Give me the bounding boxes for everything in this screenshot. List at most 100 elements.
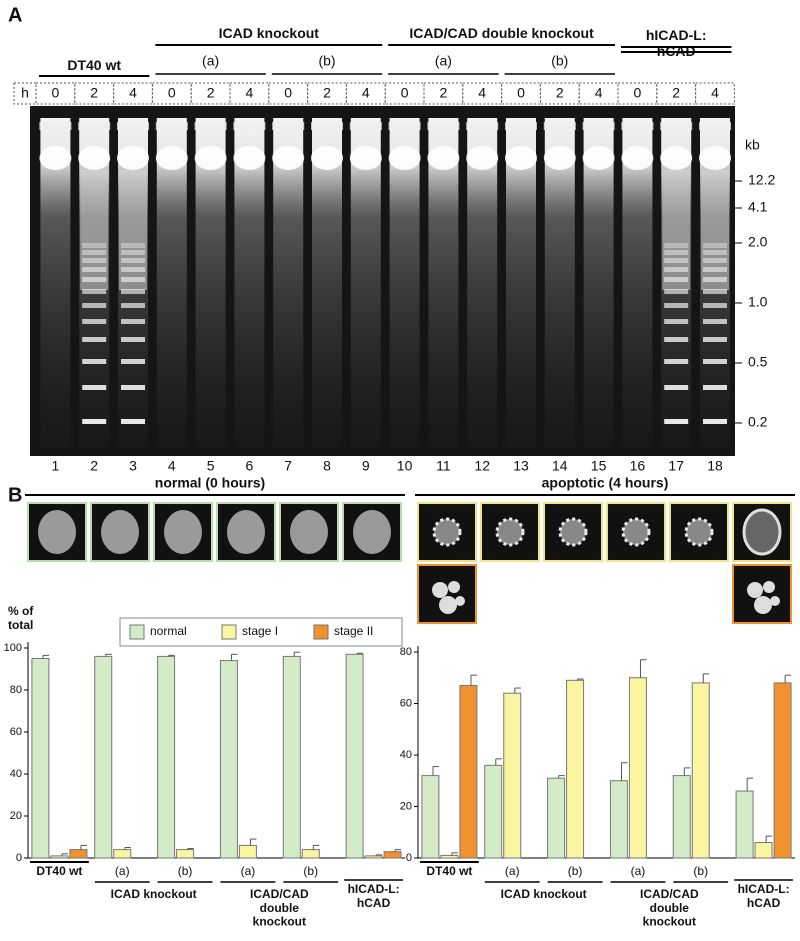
- group-label: ICAD knockout: [501, 887, 587, 901]
- well: [582, 122, 615, 130]
- ladder-band: [121, 289, 145, 294]
- bar: [566, 679, 585, 859]
- apoptotic-body: [432, 582, 448, 598]
- ladder-band: [82, 258, 107, 263]
- group-label: ICAD knockout: [219, 25, 320, 41]
- y-tick-label: 100: [4, 642, 22, 654]
- bar: [459, 684, 478, 859]
- x-tick-label: (a): [505, 864, 520, 878]
- ladder-band: [82, 277, 107, 282]
- apoptotic-body: [770, 596, 780, 606]
- nucleus: [290, 510, 328, 554]
- subgroup-label: (a): [435, 53, 452, 69]
- x-tick-label: hICAD-L: hCAD: [738, 882, 790, 910]
- time: 4: [362, 85, 370, 101]
- y-tick-label: 40: [10, 768, 22, 780]
- apoptotic-body: [439, 596, 457, 614]
- x-tick-label: (a): [241, 864, 256, 878]
- ladder-band: [121, 385, 145, 390]
- lane: [428, 118, 459, 448]
- lane-number: 1: [52, 458, 60, 474]
- ladder-band: [82, 359, 107, 364]
- time: 2: [90, 85, 98, 101]
- marker-label: 2.0: [748, 234, 768, 250]
- panel-label: A: [8, 4, 22, 26]
- time: 2: [440, 85, 448, 101]
- lane-number: 9: [362, 458, 370, 474]
- well: [388, 122, 421, 130]
- ladder-band: [121, 319, 145, 324]
- well: [155, 122, 188, 130]
- legend-label: normal: [150, 624, 187, 638]
- nucleus: [560, 519, 586, 545]
- section-title: apoptotic (4 hours): [542, 475, 669, 491]
- cell-image: [732, 564, 792, 624]
- ladder-band: [664, 250, 689, 255]
- y-tick-label: 20: [400, 800, 412, 812]
- panel-label: B: [8, 484, 22, 506]
- band: [233, 146, 266, 170]
- group-label: ICAD knockout: [111, 887, 197, 901]
- bar: [735, 790, 754, 859]
- y-tick-label: 80: [10, 684, 22, 696]
- band: [543, 146, 576, 170]
- ladder-band: [121, 258, 145, 263]
- band: [155, 146, 188, 170]
- ladder-band: [82, 267, 107, 272]
- well: [311, 122, 343, 130]
- time: 4: [246, 85, 254, 101]
- bar: [440, 854, 459, 859]
- ladder-band: [82, 289, 107, 294]
- x-tick-label: (a): [631, 864, 646, 878]
- ladder-band: [703, 303, 727, 308]
- ladder-band: [664, 419, 689, 424]
- ladder-band: [121, 337, 145, 342]
- time: 2: [323, 85, 331, 101]
- lane: [506, 118, 536, 448]
- group-label: ICAD/CAD double knockout: [409, 25, 594, 41]
- chromatin: [621, 517, 651, 547]
- x-tick-label: (b): [568, 864, 583, 878]
- bar: [238, 844, 257, 859]
- band: [349, 146, 382, 170]
- ladder-band: [121, 277, 145, 282]
- ladder-band: [703, 359, 727, 364]
- marker-label: 12.2: [748, 172, 775, 188]
- y-axis-title: % of total: [8, 604, 34, 632]
- ladder-band: [664, 289, 689, 294]
- bar: [69, 849, 88, 859]
- well: [272, 122, 305, 130]
- ladder-band: [703, 385, 727, 390]
- ladder-band: [121, 303, 145, 308]
- bar: [547, 777, 566, 859]
- bar: [176, 849, 195, 859]
- apoptotic-body: [455, 596, 465, 606]
- bar: [773, 682, 792, 859]
- legend-label: stage I: [242, 624, 278, 638]
- ladder-band: [121, 243, 145, 248]
- ladder-band: [121, 267, 145, 272]
- lane: [195, 118, 226, 448]
- time: 4: [129, 85, 137, 101]
- well: [505, 122, 537, 130]
- ladder-band: [664, 277, 689, 282]
- time: 4: [478, 85, 486, 101]
- legend-box: [119, 617, 403, 647]
- bar: [691, 682, 710, 859]
- ladder-band: [664, 258, 689, 263]
- x-tick-label: hICAD-L: hCAD: [348, 882, 400, 910]
- lane-number: 6: [246, 458, 254, 474]
- ladder-band: [121, 250, 145, 255]
- bar: [421, 775, 440, 859]
- nucleus: [353, 510, 391, 554]
- ladder-band: [703, 319, 727, 324]
- lane: [350, 118, 381, 448]
- band: [660, 146, 693, 170]
- time: 2: [672, 85, 680, 101]
- band: [427, 146, 460, 170]
- nucleus: [101, 510, 139, 554]
- y-tick-label: 40: [400, 749, 412, 761]
- bar: [672, 775, 691, 859]
- band: [388, 146, 421, 170]
- legend-swatch: [221, 624, 237, 640]
